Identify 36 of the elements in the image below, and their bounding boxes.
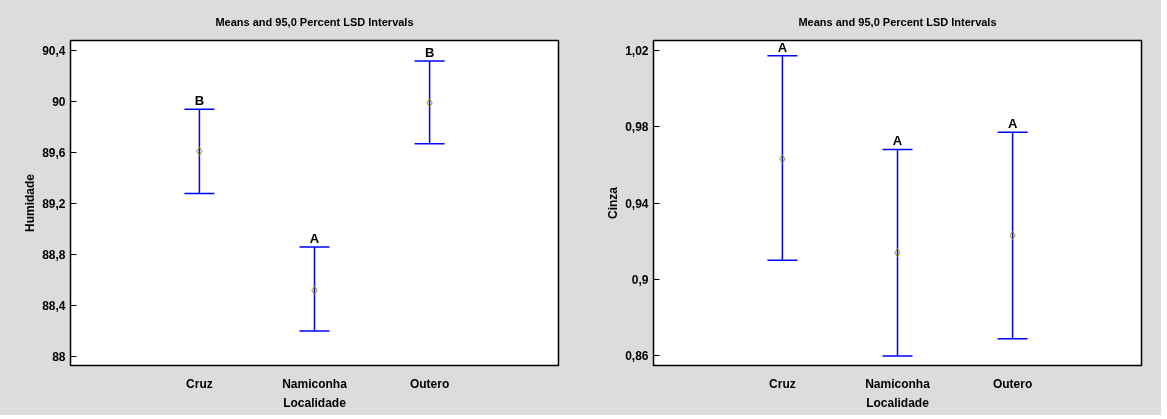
- y-tick-label: 0,94: [625, 196, 649, 211]
- y-tick-label: 88,8: [42, 248, 66, 263]
- chart-title: Means and 95,0 Percent LSD Intervals: [215, 16, 414, 28]
- y-tick-label: 88,4: [42, 299, 66, 314]
- point: [196, 146, 203, 156]
- x-tick-label: Namiconha: [865, 376, 931, 391]
- y-axis-title: Cinza: [606, 186, 621, 219]
- annotation: A: [1007, 116, 1018, 132]
- point: [779, 154, 786, 164]
- annotation: A: [892, 133, 903, 149]
- x-tick-label: Cruz: [186, 376, 213, 391]
- x-tick-label: Namiconha: [282, 376, 348, 391]
- annotation: B: [424, 44, 435, 60]
- annotation: A: [777, 39, 788, 55]
- y-tick-label: 89,2: [42, 197, 66, 212]
- y-tick-label: 88: [52, 350, 66, 365]
- y-tick-label: 1,02: [625, 43, 649, 58]
- y-axis-title: Humidade: [23, 173, 38, 232]
- annotation: B: [194, 93, 205, 109]
- y-tick-label: 0,98: [625, 120, 649, 135]
- point: [311, 285, 318, 295]
- y-tick-label: 90: [52, 95, 66, 110]
- x-axis-title: Localidade: [866, 395, 930, 410]
- y-tick-label: 0,9: [631, 272, 649, 287]
- annotation: A: [309, 230, 320, 246]
- point: [894, 248, 901, 258]
- y-tick-label: 89,6: [42, 146, 66, 161]
- point: [426, 98, 433, 108]
- y-tick-label: 0,86: [625, 349, 649, 364]
- x-tick-label: Cruz: [769, 376, 796, 391]
- y-tick-label: 90,4: [42, 44, 66, 59]
- x-axis-title: Localidade: [283, 395, 347, 410]
- x-tick-label: Outero: [409, 376, 450, 391]
- chart-title: Means and 95,0 Percent LSD Intervals: [798, 16, 997, 28]
- x-tick-label: Outero: [992, 376, 1033, 391]
- point: [1009, 231, 1016, 240]
